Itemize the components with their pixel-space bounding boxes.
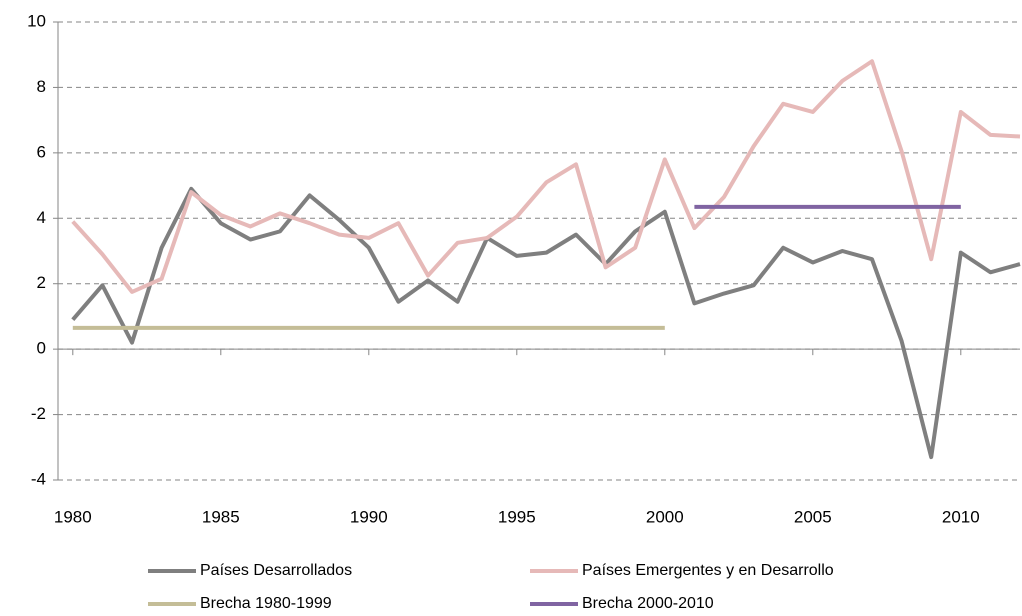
y-tick-label: 2 (37, 273, 46, 292)
legend-label: Brecha 2000-2010 (582, 595, 714, 612)
x-tick-label: 2000 (646, 507, 684, 526)
series-line (71, 186, 1021, 460)
y-tick-label: 0 (37, 339, 46, 358)
y-tick-label: -4 (31, 469, 46, 488)
x-tick-label: 2005 (794, 507, 832, 526)
legend-label: Países Desarrollados (200, 562, 352, 579)
y-tick-label: -2 (31, 404, 46, 423)
x-tick-label: 1990 (350, 507, 388, 526)
legend-label: Brecha 1980-1999 (200, 595, 332, 612)
y-tick-label: 8 (37, 77, 46, 96)
legend-label: Países Emergentes y en Desarrollo (582, 562, 834, 579)
y-tick-label: 6 (37, 142, 46, 161)
y-tick-label: 4 (37, 208, 46, 227)
x-tick-label: 1995 (498, 507, 536, 526)
x-tick-label: 1985 (202, 507, 240, 526)
x-tick-label: 2010 (942, 507, 980, 526)
y-tick-label: 10 (27, 11, 46, 30)
x-tick-label: 1980 (54, 507, 92, 526)
series-line (71, 59, 1021, 294)
